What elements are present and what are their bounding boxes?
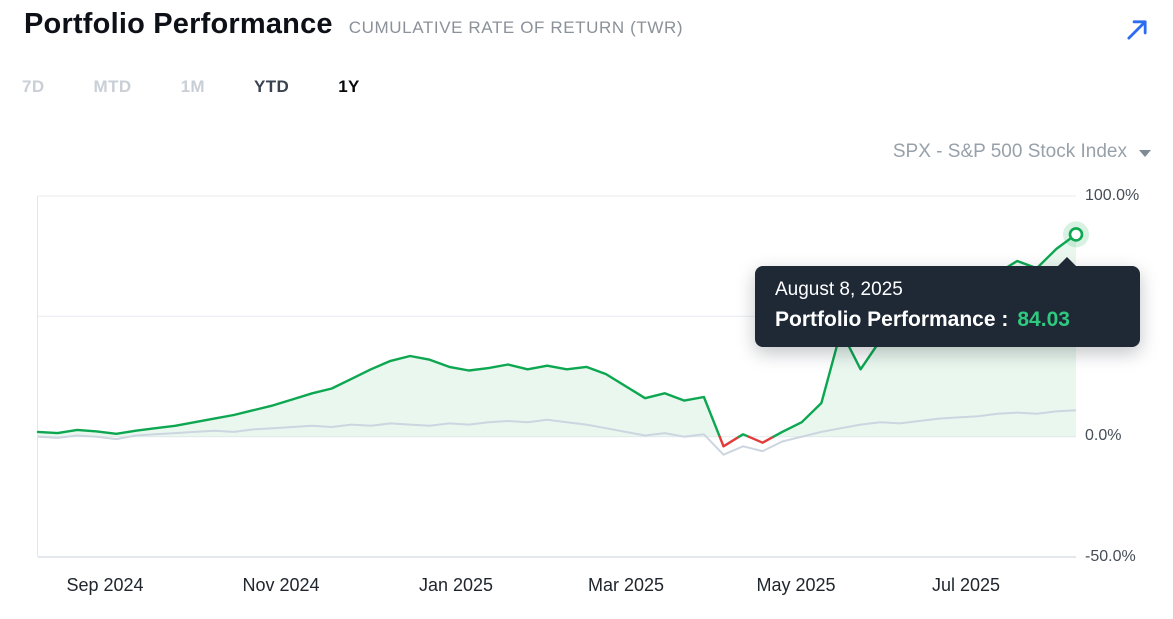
chart-tooltip: August 8, 2025 Portfolio Performance : 8… <box>755 257 1140 347</box>
tooltip-date: August 8, 2025 <box>775 279 903 300</box>
tab-1m[interactable]: 1M <box>180 77 205 96</box>
y-axis-label-100: 100.0% <box>1085 187 1140 204</box>
x-axis-label-jul2025: Jul 2025 <box>931 575 1001 595</box>
page-title: Portfolio Performance <box>24 8 333 40</box>
x-axis-label-mar2025: Mar 2025 <box>587 575 665 595</box>
y-axis-label-0: 0.0% <box>1085 427 1122 444</box>
chart-plot-area[interactable] <box>36 195 1089 558</box>
tooltip-label: Portfolio Performance : <box>775 308 1009 331</box>
x-axis-label-may2025: May 2025 <box>756 575 836 595</box>
header: Portfolio Performance CUMULATIVE RATE OF… <box>24 8 683 41</box>
expand-arrow-icon[interactable] <box>1123 16 1151 44</box>
tab-1y[interactable]: 1Y <box>338 77 360 96</box>
x-axis-label-nov2024: Nov 2024 <box>242 575 320 595</box>
page-subtitle: CUMULATIVE RATE OF RETURN (TWR) <box>348 18 684 37</box>
y-axis-label-neg50: -50.0% <box>1085 548 1136 565</box>
benchmark-label: SPX - S&P 500 Stock Index <box>892 141 1127 162</box>
x-axis-label-sep2024: Sep 2024 <box>66 575 144 595</box>
tab-ytd[interactable]: YTD <box>254 77 290 96</box>
x-axis-label-jan2025: Jan 2025 <box>418 575 494 595</box>
tooltip-value-row: Portfolio Performance : 84.03 <box>775 308 1120 332</box>
tab-7d[interactable]: 7D <box>22 77 45 96</box>
time-range-tabs: 7D MTD 1M YTD 1Y <box>22 77 360 97</box>
tooltip-value: 84.03 <box>1017 308 1070 331</box>
benchmark-selector[interactable]: SPX - S&P 500 Stock Index <box>893 141 1151 163</box>
performance-chart <box>36 195 1089 558</box>
chevron-down-icon <box>1139 149 1151 157</box>
tab-mtd[interactable]: MTD <box>93 77 132 96</box>
